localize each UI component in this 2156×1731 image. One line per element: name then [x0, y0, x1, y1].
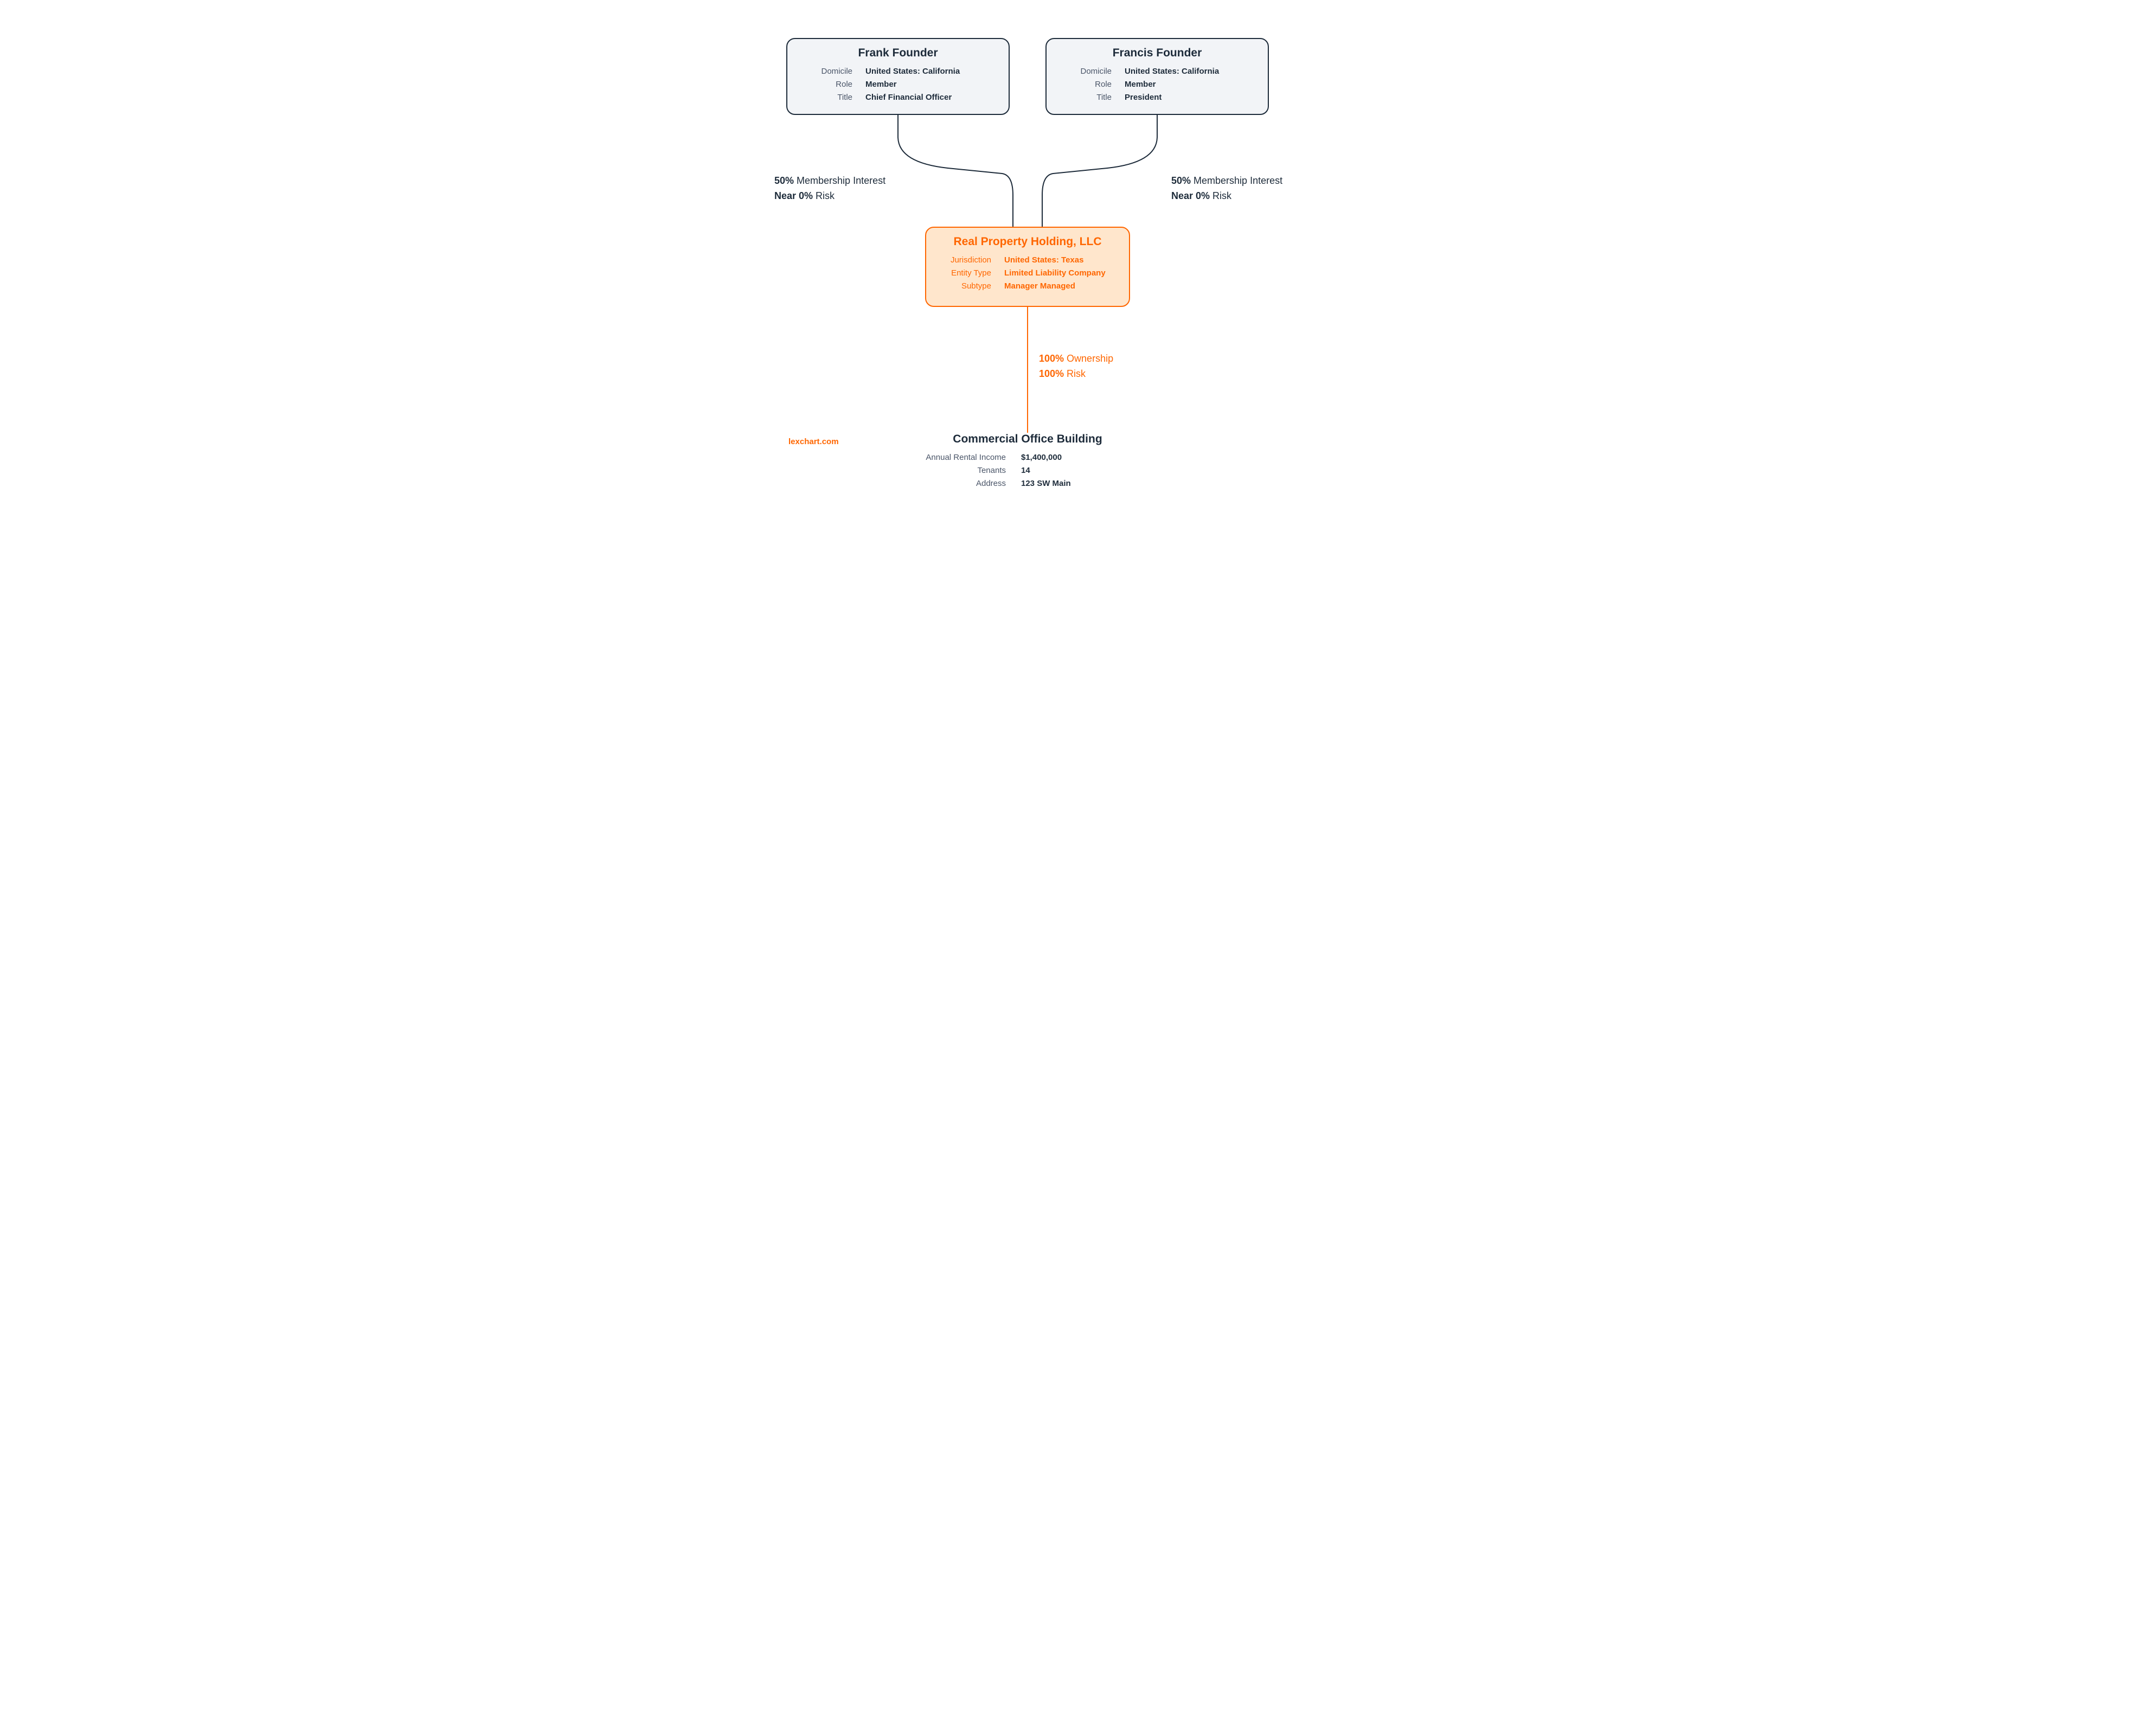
field-value: Member [865, 78, 996, 91]
field-value: Chief Financial Officer [865, 91, 996, 104]
edge-label-rest: Risk [1210, 190, 1231, 201]
diagram-canvas: Frank Founder Domicile United States: Ca… [742, 0, 1414, 540]
edge-label-frank: 50% Membership Interest Near 0% Risk [774, 174, 886, 204]
field-row: Title President [1060, 91, 1255, 104]
field-value: Limited Liability Company [1004, 267, 1116, 280]
field-key: Title [800, 91, 865, 104]
edge-label-francis: 50% Membership Interest Near 0% Risk [1171, 174, 1282, 204]
field-key: Address [923, 477, 1021, 490]
edge-francis-to-llc [1042, 115, 1157, 227]
edge-label-rest: Membership Interest [794, 175, 886, 186]
field-value: Member [1125, 78, 1255, 91]
field-key: Subtype [939, 280, 1004, 293]
field-row: Jurisdiction United States: Texas [939, 254, 1116, 267]
node-llc: Real Property Holding, LLC Jurisdiction … [925, 227, 1130, 307]
edge-label-rest: Membership Interest [1191, 175, 1282, 186]
field-key: Role [800, 78, 865, 91]
field-row: Tenants 14 [923, 464, 1132, 477]
field-row: Role Member [1060, 78, 1255, 91]
field-key: Role [1060, 78, 1125, 91]
node-francis-founder: Francis Founder Domicile United States: … [1045, 38, 1269, 115]
edge-label-bold: 100% [1039, 368, 1064, 379]
field-row: Domicile United States: California [1060, 65, 1255, 78]
field-value: United States: California [1125, 65, 1255, 78]
field-value: Manager Managed [1004, 280, 1116, 293]
node-title: Real Property Holding, LLC [939, 235, 1116, 248]
edge-label-bold: 50% [774, 175, 794, 186]
field-row: Subtype Manager Managed [939, 280, 1116, 293]
edge-label-rest: Risk [813, 190, 835, 201]
edge-label-line: 50% Membership Interest [1171, 174, 1282, 189]
node-building: Commercial Office Building Annual Rental… [923, 433, 1132, 490]
edge-label-line: Near 0% Risk [1171, 189, 1282, 204]
edge-label-bold: Near 0% [774, 190, 813, 201]
field-value: United States: Texas [1004, 254, 1116, 267]
field-row: Address 123 SW Main [923, 477, 1132, 490]
field-row: Role Member [800, 78, 996, 91]
field-key: Annual Rental Income [923, 451, 1021, 464]
field-key: Entity Type [939, 267, 1004, 280]
field-key: Domicile [800, 65, 865, 78]
edge-label-llc-building: 100% Ownership 100% Risk [1039, 351, 1113, 382]
edge-label-bold: 100% [1039, 353, 1064, 364]
field-key: Jurisdiction [939, 254, 1004, 267]
node-title: Frank Founder [800, 47, 996, 60]
field-row: Title Chief Financial Officer [800, 91, 996, 104]
field-value: United States: California [865, 65, 996, 78]
node-frank-founder: Frank Founder Domicile United States: Ca… [786, 38, 1010, 115]
watermark: lexchart.com [788, 437, 839, 446]
field-value: 14 [1021, 464, 1132, 477]
node-title: Francis Founder [1060, 47, 1255, 60]
field-row: Annual Rental Income $1,400,000 [923, 451, 1132, 464]
edge-label-rest: Risk [1064, 368, 1086, 379]
field-key: Domicile [1060, 65, 1125, 78]
edge-label-bold: Near 0% [1171, 190, 1210, 201]
edge-label-line: Near 0% Risk [774, 189, 886, 204]
edge-label-line: 100% Risk [1039, 367, 1113, 382]
node-title: Commercial Office Building [923, 433, 1132, 446]
edge-label-line: 50% Membership Interest [774, 174, 886, 189]
field-key: Title [1060, 91, 1125, 104]
edge-label-bold: 50% [1171, 175, 1191, 186]
field-key: Tenants [923, 464, 1021, 477]
edge-frank-to-llc [898, 115, 1013, 227]
edge-label-line: 100% Ownership [1039, 351, 1113, 367]
field-row: Entity Type Limited Liability Company [939, 267, 1116, 280]
edge-label-rest: Ownership [1064, 353, 1113, 364]
field-value: $1,400,000 [1021, 451, 1132, 464]
field-row: Domicile United States: California [800, 65, 996, 78]
field-value: President [1125, 91, 1255, 104]
field-value: 123 SW Main [1021, 477, 1132, 490]
